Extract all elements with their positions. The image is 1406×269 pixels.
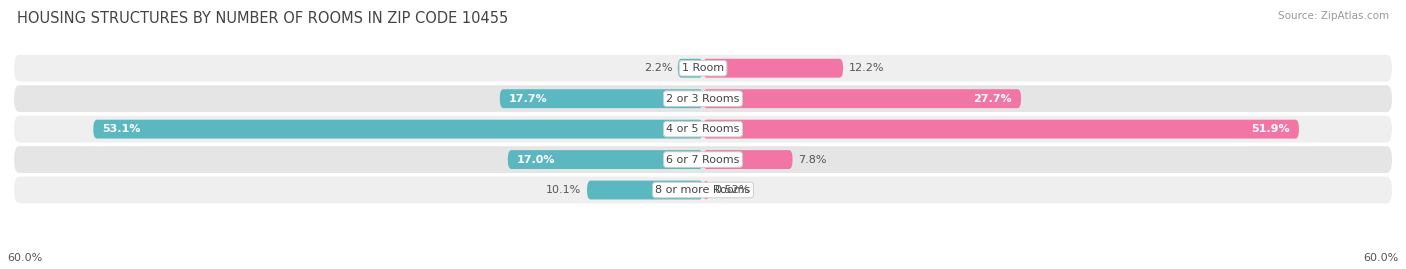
Text: 2 or 3 Rooms: 2 or 3 Rooms bbox=[666, 94, 740, 104]
Text: 60.0%: 60.0% bbox=[7, 253, 42, 263]
FancyBboxPatch shape bbox=[588, 180, 703, 200]
FancyBboxPatch shape bbox=[93, 120, 703, 139]
Text: 17.0%: 17.0% bbox=[517, 155, 555, 165]
Text: 60.0%: 60.0% bbox=[1364, 253, 1399, 263]
FancyBboxPatch shape bbox=[703, 180, 709, 200]
Text: 7.8%: 7.8% bbox=[799, 155, 827, 165]
Text: 2.2%: 2.2% bbox=[644, 63, 672, 73]
Text: HOUSING STRUCTURES BY NUMBER OF ROOMS IN ZIP CODE 10455: HOUSING STRUCTURES BY NUMBER OF ROOMS IN… bbox=[17, 11, 508, 26]
FancyBboxPatch shape bbox=[508, 150, 703, 169]
Text: 53.1%: 53.1% bbox=[103, 124, 141, 134]
FancyBboxPatch shape bbox=[703, 120, 1299, 139]
FancyBboxPatch shape bbox=[703, 89, 1021, 108]
Text: 17.7%: 17.7% bbox=[509, 94, 547, 104]
Text: 12.2%: 12.2% bbox=[849, 63, 884, 73]
FancyBboxPatch shape bbox=[499, 89, 703, 108]
FancyBboxPatch shape bbox=[703, 59, 844, 78]
Text: 8 or more Rooms: 8 or more Rooms bbox=[655, 185, 751, 195]
Text: 10.1%: 10.1% bbox=[547, 185, 582, 195]
Text: 0.52%: 0.52% bbox=[714, 185, 749, 195]
Text: 6 or 7 Rooms: 6 or 7 Rooms bbox=[666, 155, 740, 165]
FancyBboxPatch shape bbox=[14, 146, 1392, 173]
FancyBboxPatch shape bbox=[14, 55, 1392, 82]
Text: 4 or 5 Rooms: 4 or 5 Rooms bbox=[666, 124, 740, 134]
FancyBboxPatch shape bbox=[703, 150, 793, 169]
Text: Source: ZipAtlas.com: Source: ZipAtlas.com bbox=[1278, 11, 1389, 21]
FancyBboxPatch shape bbox=[14, 85, 1392, 112]
FancyBboxPatch shape bbox=[14, 116, 1392, 143]
Text: 1 Room: 1 Room bbox=[682, 63, 724, 73]
FancyBboxPatch shape bbox=[14, 177, 1392, 203]
FancyBboxPatch shape bbox=[678, 59, 703, 78]
Text: 27.7%: 27.7% bbox=[973, 94, 1012, 104]
Text: 51.9%: 51.9% bbox=[1251, 124, 1289, 134]
